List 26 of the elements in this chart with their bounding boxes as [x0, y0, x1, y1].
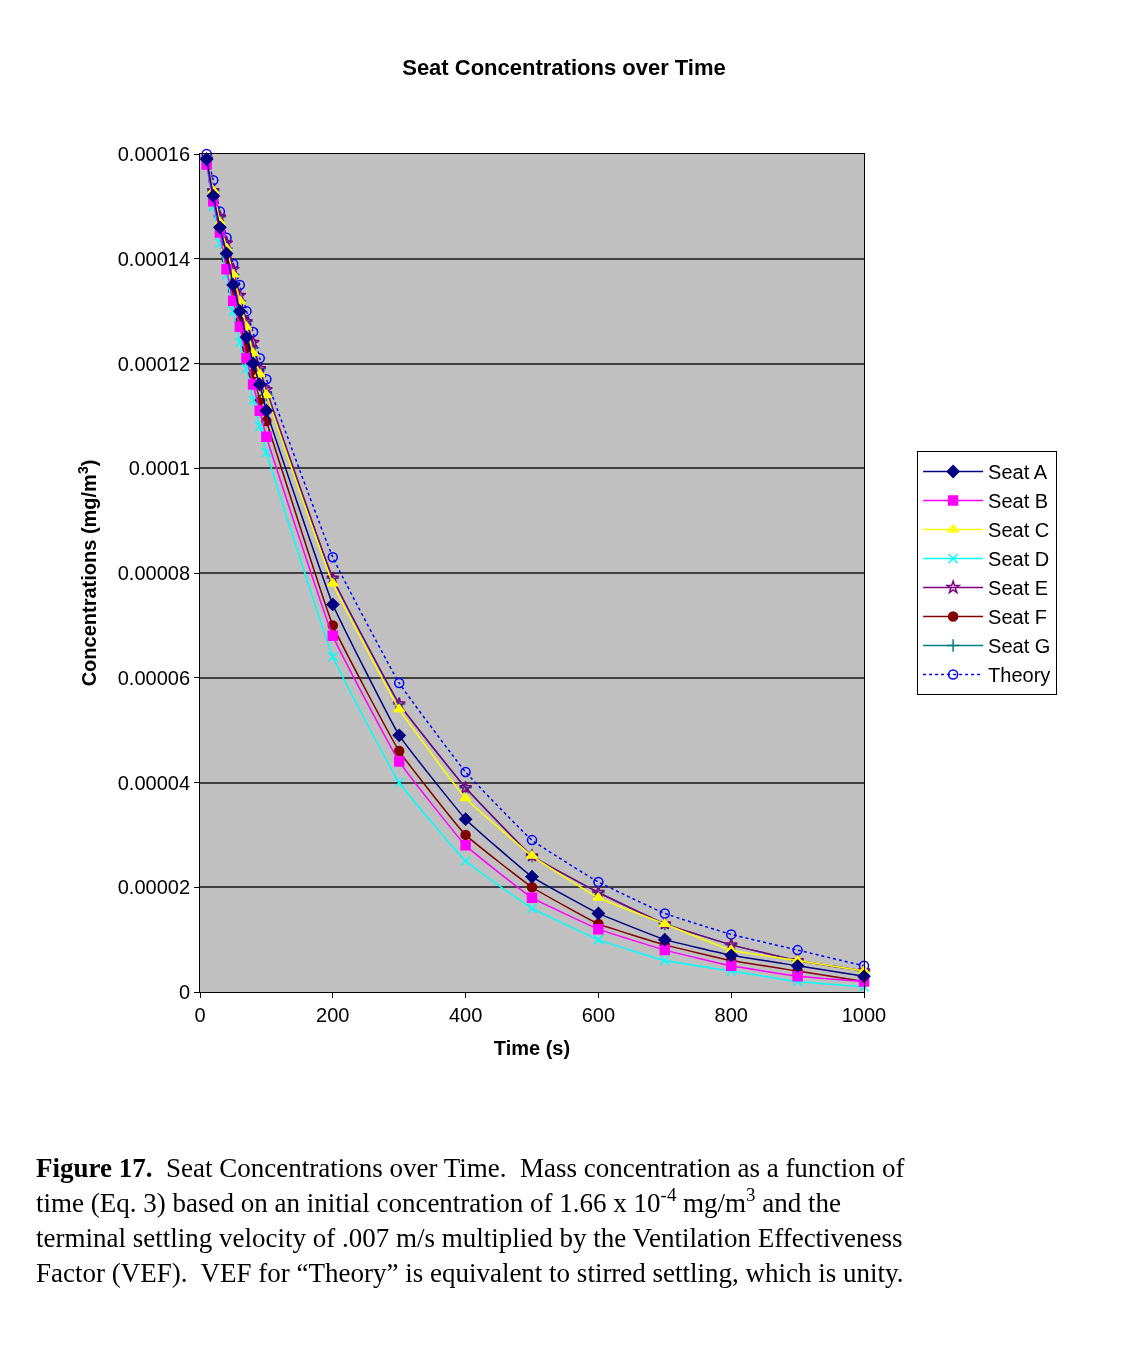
x-axis-title: Time (s) [493, 1036, 571, 1059]
x-tick-label: 0 [194, 1004, 206, 1026]
x-tick-label: 800 [714, 1004, 748, 1026]
legend-label: Seat F [988, 606, 1048, 629]
y-tick-label: 0 [178, 981, 190, 1003]
legend-label: Theory [988, 664, 1051, 687]
y-tick-label: 0.00014 [117, 247, 190, 270]
legend-label: Seat C [988, 519, 1050, 542]
legend-label: Seat D [988, 548, 1050, 571]
legend-label: Seat B [988, 490, 1049, 513]
legend-label: Seat E [988, 577, 1049, 600]
text: Figure 17. Seat Concentrations over Time. Mass concentration as a function of time (Eq. 3) based on an initial concentration of 1.66 x 10$^{-4}$ mg/m$^{3}$ and the terminal settling velocity of .007 m/s multiplied by the Ventilation Effectiveness Factor (VEF). VEF for “Theory” is equivalent to stirred settling, which is unity. [36, 1153, 905, 1289]
y-tick-label: 0.0001 [128, 457, 190, 480]
y-tick-label: 0.00002 [117, 876, 190, 899]
x-tick-label: 1000 [841, 1004, 887, 1026]
chart-title: Seat Concentrations over Time [402, 55, 726, 81]
x-tick-label: 600 [581, 1004, 616, 1026]
x-tick-label: 200 [316, 1004, 350, 1026]
y-tick-label: 0.00004 [117, 771, 190, 794]
y-tick-label: 0.00016 [117, 143, 190, 165]
y-tick-label: 0.00012 [117, 352, 190, 375]
legend-label: Seat A [988, 461, 1048, 484]
y-tick-label: 0.00006 [117, 666, 190, 689]
y-tick-label: 0.00008 [117, 562, 190, 584]
x-tick-label: 400 [448, 1004, 483, 1026]
legend-label: Seat G [988, 635, 1051, 658]
